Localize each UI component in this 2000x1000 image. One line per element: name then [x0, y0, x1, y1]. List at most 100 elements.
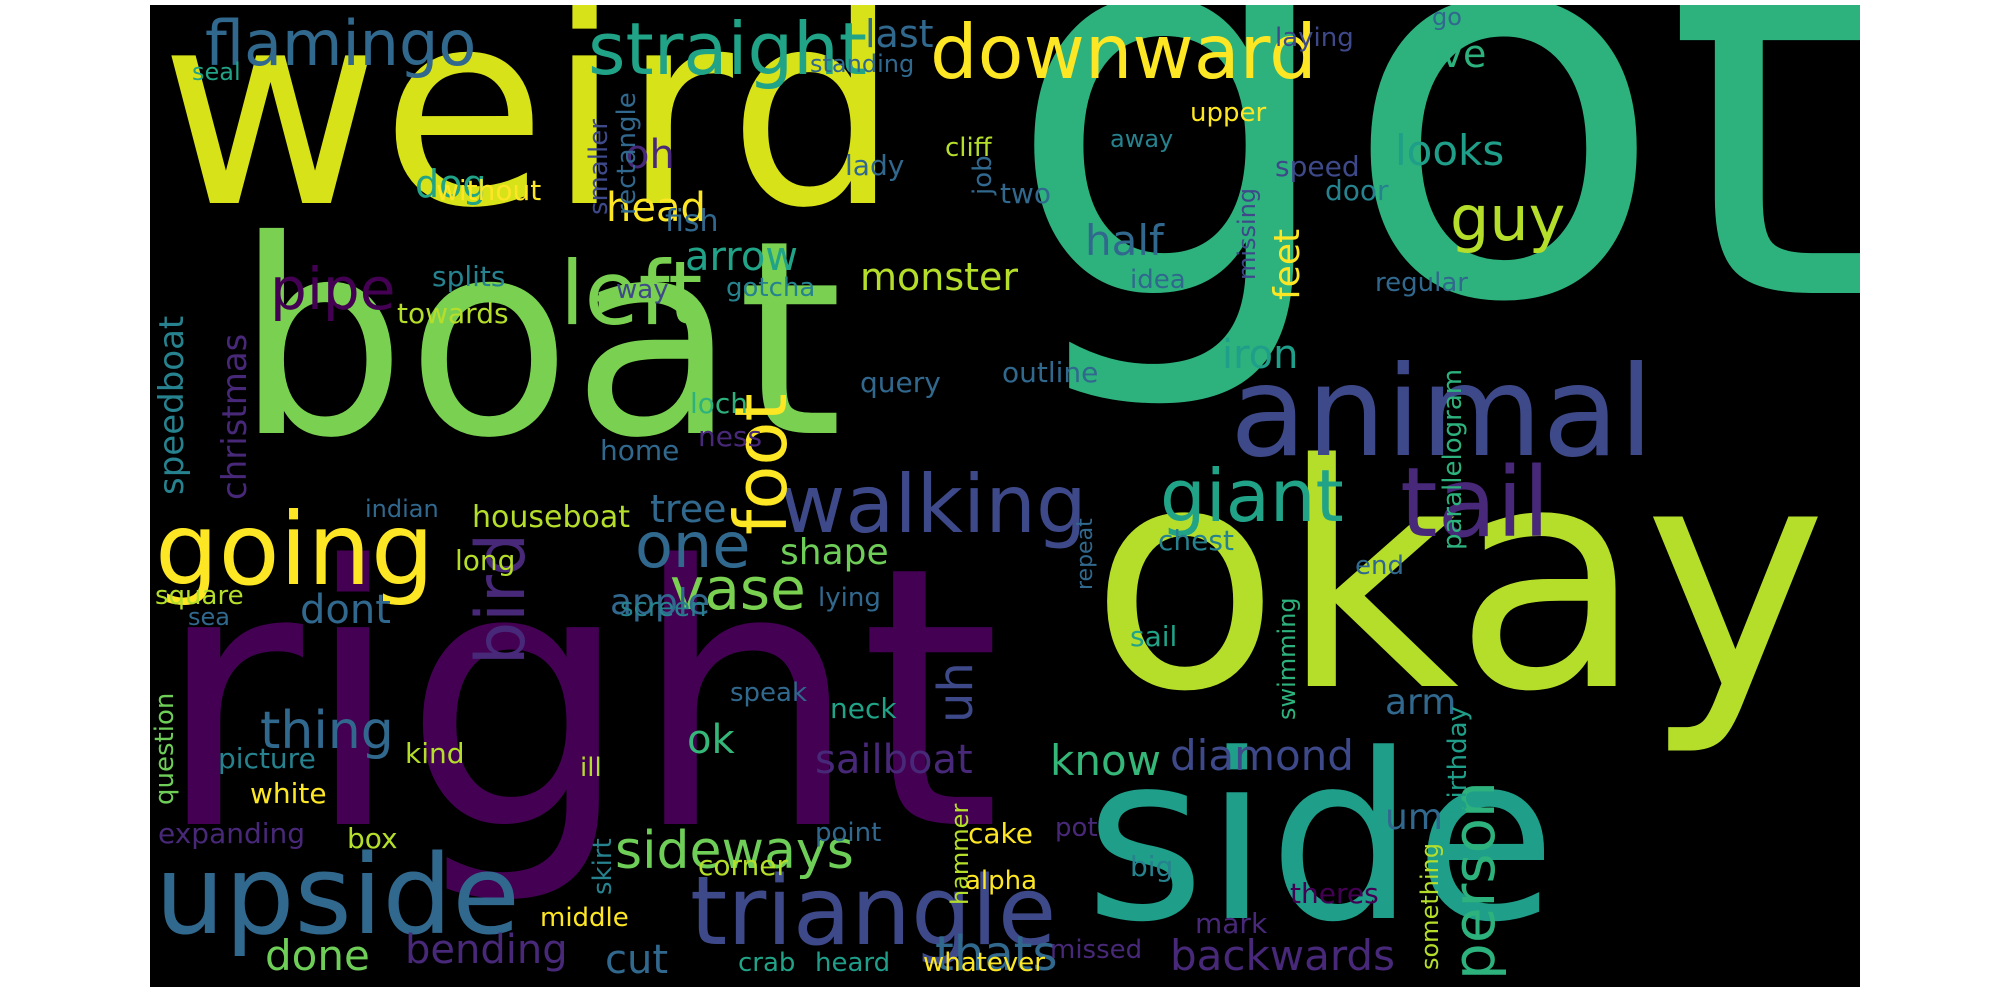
word-ill: ill [580, 753, 602, 783]
word-rectangle: rectangle [612, 92, 642, 215]
word-done: done [265, 931, 370, 980]
word-regular: regular [1375, 268, 1468, 298]
word-home: home [600, 434, 680, 467]
word-cliff: cliff [945, 133, 992, 163]
word-splits: splits [432, 260, 506, 293]
word-know: know [1050, 736, 1161, 785]
word-tree: tree [650, 487, 727, 531]
word-neck: neck [830, 692, 897, 725]
word-head: head [606, 185, 706, 231]
word-lying: lying [818, 583, 881, 613]
word-left: left [560, 242, 703, 345]
word-heard: heard [815, 948, 891, 978]
word-half: half [1085, 216, 1164, 265]
word-vase: vase [670, 555, 806, 623]
word-tail: tail [1400, 447, 1550, 559]
word-side: side [1085, 706, 1557, 973]
word-arrow: arrow [685, 234, 799, 280]
word-two: two [1000, 177, 1052, 210]
word-gotcha: gotcha [726, 273, 816, 303]
word-okay: okay [1090, 399, 1828, 760]
word-picture: picture [218, 742, 316, 775]
word-bending: bending [405, 927, 568, 973]
word-way: way [616, 275, 669, 305]
word-kind: kind [405, 737, 465, 770]
word-giant: giant [1160, 454, 1344, 538]
word-standing: standing [810, 50, 915, 78]
word-crab: crab [738, 948, 796, 978]
word-ive: ive [1430, 32, 1487, 76]
word-upside: upside [155, 831, 520, 959]
word-loch: loch [690, 387, 749, 420]
word-animal: animal [1230, 340, 1654, 485]
word-repeat: repeat [1073, 518, 1098, 590]
word-apple: apple [610, 582, 710, 623]
word-fish: fish [665, 204, 719, 239]
word-whatever: whatever [923, 948, 1045, 978]
word-alpha: alpha [965, 866, 1038, 896]
word-idea: idea [1130, 265, 1186, 295]
word-big: big [1130, 850, 1174, 883]
word-speed: speed [1275, 150, 1360, 183]
word-houseboat: houseboat [472, 500, 631, 535]
word-missed: missed [1050, 935, 1143, 965]
word-job: job [968, 155, 998, 195]
word-diamond: diamond [1170, 731, 1354, 780]
word-pipe: pipe [270, 255, 396, 323]
word-feet: feet [1267, 228, 1308, 300]
word-uh: uh [928, 662, 984, 723]
word-thing: thing [260, 701, 394, 761]
word-right: right [155, 490, 1001, 909]
word-walking: walking [780, 458, 1087, 551]
word-iron: iron [1222, 332, 1299, 378]
word-boat: boat [235, 182, 843, 497]
word-seal: seal [192, 58, 241, 86]
word-smaller: smaller [584, 119, 614, 215]
word-parallelogram: parallelogram [1438, 368, 1468, 550]
word-weird: weird [160, 5, 900, 267]
word-swimming: swimming [1273, 597, 1301, 720]
word-indian: indian [365, 495, 439, 523]
word-towards: towards [397, 297, 509, 330]
word-sail: sail [1130, 620, 1178, 653]
word-point: point [815, 818, 882, 848]
word-guy: guy [1450, 182, 1566, 255]
word-white: white [250, 777, 327, 810]
word-upper: upper [1190, 98, 1267, 128]
word-backwards: backwards [1170, 931, 1395, 980]
word-dog: dog [415, 162, 487, 206]
word-screen: screen [620, 593, 707, 623]
word-something: something [1416, 842, 1444, 970]
word-last: last [865, 12, 934, 56]
word-query: query [860, 366, 941, 399]
word-oh: oh [625, 132, 675, 178]
word-ness: ness [698, 420, 763, 453]
word-speak: speak [730, 678, 808, 708]
word-um: um [1385, 797, 1443, 838]
word-outline: outline [1002, 356, 1099, 389]
word-flamingo: flamingo [205, 7, 477, 80]
word-monster: monster [860, 255, 1019, 299]
word-triangle: triangle [690, 857, 1057, 967]
word-chest: chest [1158, 524, 1234, 557]
word-mark: mark [1195, 907, 1268, 940]
word-expanding: expanding [158, 817, 306, 850]
word-speedboat: speedboat [152, 315, 192, 495]
word-laying: laying [1275, 23, 1354, 53]
word-got: got [1005, 5, 1860, 418]
word-middle: middle [540, 903, 629, 933]
word-sea: sea [188, 603, 230, 631]
word-looks: looks [1395, 126, 1505, 175]
word-birthday: birthday [1443, 706, 1473, 815]
word-dont: dont [300, 587, 391, 633]
word-sailboat: sailboat [815, 737, 973, 783]
word-cut: cut [605, 937, 669, 983]
word-skirt: skirt [588, 838, 618, 895]
word-lady: lady [845, 149, 905, 182]
word-question: question [150, 692, 180, 805]
word-cloud: weird got boat right okay side animal up… [150, 5, 1860, 987]
word-shape: shape [780, 532, 889, 573]
word-christmas: christmas [215, 333, 255, 500]
word-thats: thats [935, 926, 1058, 982]
